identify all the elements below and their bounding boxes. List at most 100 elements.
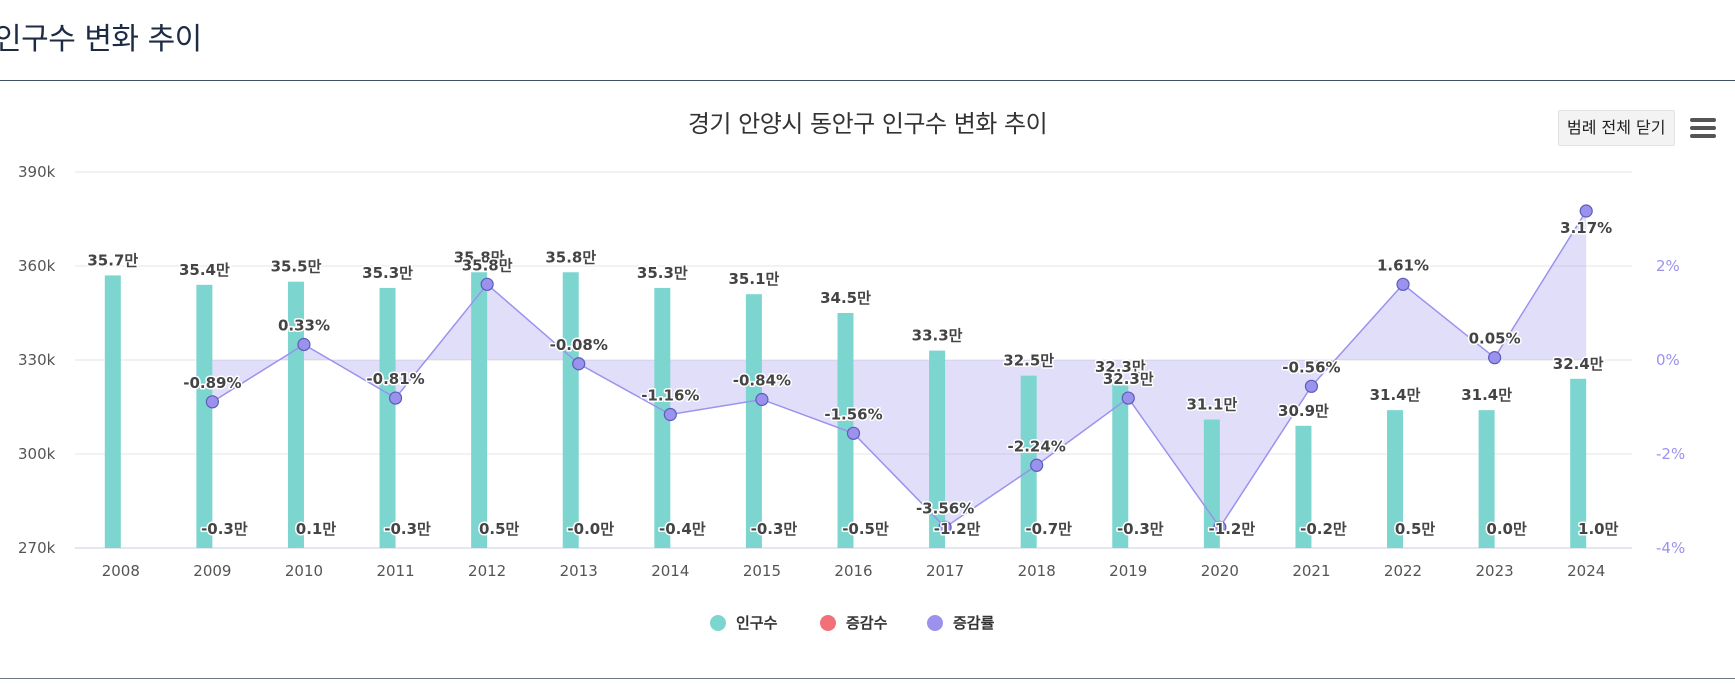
x-axis-tick-label: 2024 bbox=[1567, 562, 1605, 580]
population-label: 35.3만 bbox=[637, 264, 688, 282]
page-title: 인구수 변화 추이 bbox=[0, 22, 202, 57]
rate-point bbox=[1396, 277, 1410, 291]
change-label: -0.7만 bbox=[1025, 520, 1072, 538]
rate-point bbox=[297, 337, 311, 352]
right-axis-tick-label: -4% bbox=[1656, 539, 1685, 557]
x-axis-tick-label: 2012 bbox=[468, 562, 506, 580]
population-bar bbox=[562, 272, 579, 548]
legend-marker bbox=[820, 615, 836, 631]
rate-label: -0.81% bbox=[366, 370, 424, 388]
change-label: 0.1만 bbox=[296, 520, 337, 538]
change-label: 1.0만 bbox=[1578, 520, 1619, 538]
right-axis-tick-label: -2% bbox=[1656, 445, 1685, 463]
rate-area bbox=[212, 211, 1587, 528]
population-bar bbox=[745, 294, 762, 548]
population-bar bbox=[1203, 419, 1220, 548]
rate-area-fill bbox=[212, 211, 1587, 528]
legend-marker bbox=[927, 615, 943, 631]
change-label: -1.2만 bbox=[1209, 520, 1256, 538]
x-axis-tick-label: 2008 bbox=[102, 562, 140, 580]
population-label: 35.4만 bbox=[179, 261, 230, 279]
rate-point bbox=[480, 277, 494, 291]
chart-axes: 270k 300k 330k 360k 390k -4% -2% 0% 2% 2008 2009 20… bbox=[18, 163, 1685, 580]
population-label: 35.7만 bbox=[87, 251, 138, 269]
rate-point bbox=[1488, 351, 1502, 365]
x-axis-tick-label: 2013 bbox=[560, 562, 598, 580]
change-label: -0.3만 bbox=[384, 520, 431, 538]
left-axis-tick-label: 360k bbox=[18, 257, 56, 275]
left-axis-tick-label: 270k bbox=[18, 539, 56, 557]
bottom-divider bbox=[0, 678, 1735, 679]
rate-label: -0.56% bbox=[1282, 358, 1340, 376]
rate-line bbox=[205, 204, 1593, 534]
x-axis-tick-label: 2022 bbox=[1384, 562, 1422, 580]
x-axis-tick-label: 2015 bbox=[743, 562, 781, 580]
change-label: 0.5만 bbox=[1395, 520, 1436, 538]
rate-point bbox=[755, 392, 769, 407]
legend-label: 증감수 bbox=[846, 614, 888, 632]
hamburger-menu-icon[interactable] bbox=[1690, 118, 1716, 140]
x-axis-tick-label: 2019 bbox=[1109, 562, 1147, 580]
rate-label: -0.89% bbox=[183, 374, 241, 392]
rate-point bbox=[1213, 520, 1227, 534]
change-label: -0.3만 bbox=[1117, 520, 1164, 538]
x-axis-tick-label: 2023 bbox=[1476, 562, 1514, 580]
x-axis-tick-label: 2014 bbox=[651, 562, 689, 580]
population-bar bbox=[929, 350, 946, 548]
rate-line-path bbox=[211, 210, 1587, 529]
rate-point bbox=[663, 407, 677, 422]
x-axis-tick-label: 2021 bbox=[1292, 562, 1330, 580]
right-axis-tick-label: 0% bbox=[1656, 351, 1680, 369]
change-label: -0.5만 bbox=[842, 520, 889, 538]
left-axis-tick-label: 390k bbox=[18, 163, 56, 181]
population-label: 31.4만 bbox=[1461, 386, 1512, 404]
rate-label: -0.08% bbox=[550, 336, 608, 354]
population-bar bbox=[1020, 375, 1037, 548]
right-axis-tick-label: 2% bbox=[1656, 257, 1680, 275]
population-label: 35.8만 bbox=[454, 248, 505, 266]
population-label: 32.5만 bbox=[1003, 352, 1054, 370]
population-label: 35.3만 bbox=[362, 264, 413, 282]
population-bar bbox=[654, 287, 671, 548]
rate-label: 0.33% bbox=[278, 316, 330, 334]
population-bar bbox=[1387, 410, 1404, 548]
population-label: 30.9만 bbox=[1278, 402, 1329, 420]
x-axis-tick-label: 2011 bbox=[376, 562, 414, 580]
change-label: 0.5만 bbox=[479, 520, 520, 538]
population-bar bbox=[1478, 410, 1495, 548]
rate-label: -0.84% bbox=[733, 371, 791, 389]
rate-point bbox=[1304, 379, 1319, 393]
legend-marker bbox=[710, 615, 726, 631]
rate-point bbox=[846, 426, 861, 440]
legend-label: 인구수 bbox=[736, 614, 778, 632]
population-label: 32.4만 bbox=[1553, 355, 1604, 373]
x-axis-tick-label: 2017 bbox=[926, 562, 964, 580]
change-label: -0.3만 bbox=[201, 520, 248, 538]
rate-point bbox=[1121, 391, 1135, 405]
chart-title: 경기 안양시 동안구 인구수 변화 추이 bbox=[687, 110, 1048, 138]
rate-point bbox=[388, 391, 403, 405]
population-bars bbox=[104, 272, 1587, 548]
population-label: 32.3만 bbox=[1095, 358, 1146, 376]
population-label: 31.4만 bbox=[1370, 386, 1421, 404]
x-axis-tick-label: 2018 bbox=[1018, 562, 1056, 580]
chart-legend: 인구수 증감수 증감률 bbox=[710, 614, 995, 632]
x-axis-tick-label: 2010 bbox=[285, 562, 323, 580]
x-axis-tick-label: 2016 bbox=[834, 562, 872, 580]
left-axis-tick-label: 300k bbox=[18, 445, 56, 463]
change-label: 0.0만 bbox=[1486, 520, 1527, 538]
population-label: 33.3만 bbox=[912, 327, 963, 345]
x-axis-tick-label: 2020 bbox=[1201, 562, 1239, 580]
rate-label: -1.56% bbox=[824, 405, 882, 423]
legend-label: 증감률 bbox=[953, 614, 995, 632]
change-label: -1.2만 bbox=[934, 520, 981, 538]
population-label: 35.5만 bbox=[271, 258, 322, 276]
rate-point bbox=[1030, 458, 1044, 472]
rate-point bbox=[572, 357, 586, 371]
rate-point bbox=[938, 520, 952, 534]
population-bar bbox=[1112, 381, 1129, 548]
legend-toggle-button[interactable]: 범례 전체 닫기 bbox=[1558, 110, 1675, 146]
population-bar bbox=[104, 275, 121, 548]
rate-label: -2.24% bbox=[1008, 437, 1066, 455]
